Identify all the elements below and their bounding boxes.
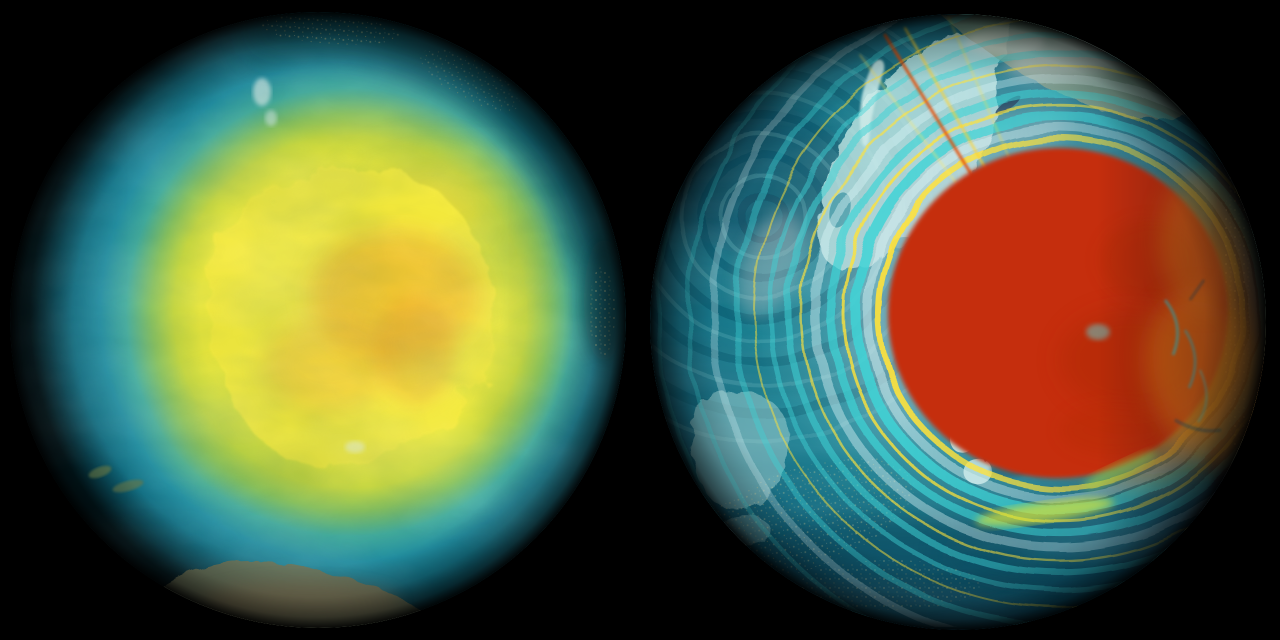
limb-shadow [650,14,1266,630]
limb-shadow [10,12,626,628]
left-globe [10,12,626,628]
right-globe [650,14,1266,630]
